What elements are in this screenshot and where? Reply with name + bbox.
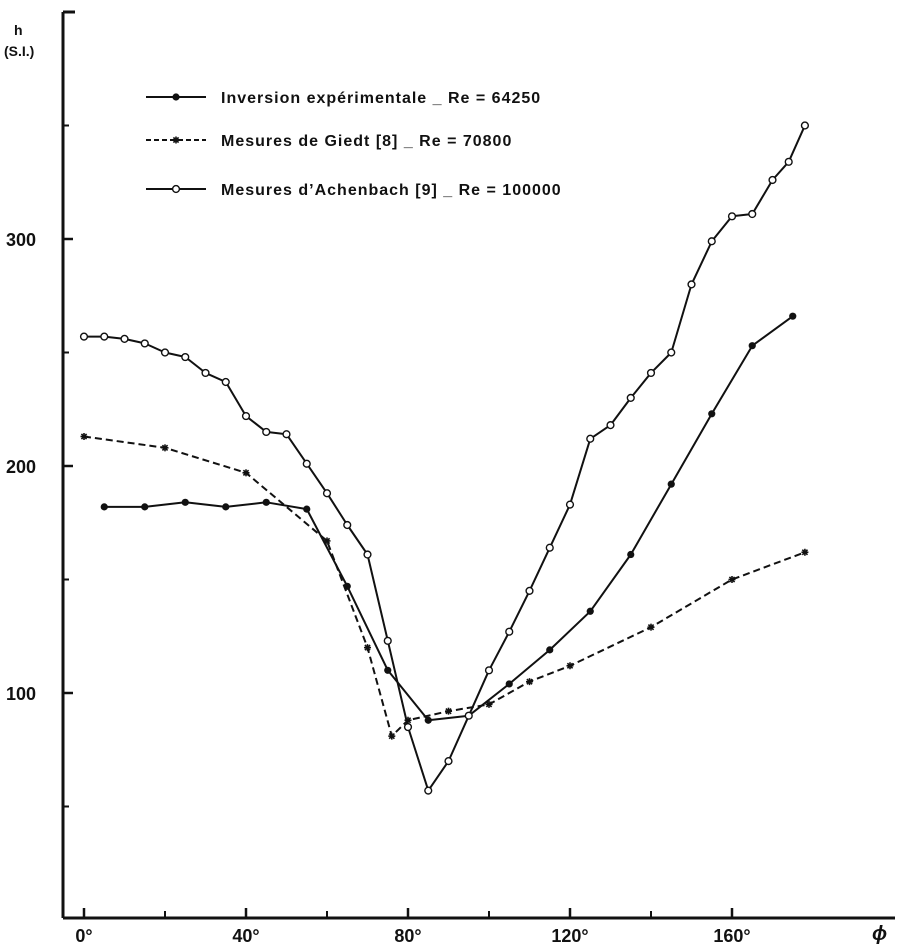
legend-label-inversion: Inversion expérimentale _ Re = 64250 [221, 90, 541, 107]
data-point [323, 537, 331, 545]
x-tick-label: 120° [551, 926, 588, 944]
data-point [505, 680, 513, 688]
data-point [606, 421, 615, 430]
data-point [160, 348, 170, 357]
data-point [667, 480, 675, 488]
data-point [79, 332, 89, 341]
data-point [181, 498, 189, 506]
data-point [445, 707, 452, 715]
x-axis-label: ϕ [872, 923, 887, 944]
tick-labels: 100 200 300 0° 40° 80° 120° 160° [6, 230, 751, 944]
y-tick-label: 100 [6, 684, 36, 704]
data-point [364, 644, 371, 652]
legend-entry-inversion: Inversion expérimentale _ Re = 64250 [146, 90, 541, 107]
series-3 [79, 121, 810, 795]
data-point [262, 498, 270, 506]
data-point [627, 550, 635, 559]
x-tick-label: 160° [713, 926, 750, 944]
y-axis-label: h [14, 22, 23, 38]
legend-entry-giedt: Mesures de Giedt [8] _ Re = 70800 [146, 133, 512, 150]
data-point [586, 434, 595, 443]
y-tick-label: 200 [6, 457, 36, 477]
data-point [262, 427, 271, 437]
data-point [485, 700, 493, 708]
series-line [104, 315, 794, 722]
data-point [201, 368, 210, 378]
legend-label-giedt: Mesures de Giedt [8] _ Re = 70800 [221, 133, 512, 150]
series-layer [79, 121, 810, 795]
legend-entry-achenbach: Mesures d’Achenbach [9] _ Re = 100000 [146, 182, 562, 199]
data-point [322, 489, 332, 498]
data-point [221, 377, 230, 387]
data-point [586, 607, 594, 615]
data-point [80, 432, 88, 440]
data-point [424, 716, 432, 724]
data-point [708, 410, 716, 418]
data-point [667, 348, 676, 357]
legend-marker-achenbach [171, 184, 181, 194]
data-point [626, 393, 635, 403]
data-point [444, 756, 453, 766]
data-point [161, 444, 169, 452]
data-point [222, 503, 230, 511]
y-tick-label: 300 [6, 230, 36, 250]
legend: Inversion expérimentale _ Re = 64250 Mes… [146, 90, 562, 199]
data-point [565, 500, 575, 509]
y-axis-unit: (S.I.) [4, 43, 34, 59]
data-point [388, 732, 396, 740]
data-point [727, 212, 737, 221]
x-tick-label: 40° [232, 926, 259, 944]
data-point [303, 505, 311, 513]
series-2 [80, 432, 809, 740]
data-point [647, 623, 655, 631]
data-point [801, 548, 809, 556]
data-point [545, 543, 554, 552]
data-point [100, 503, 108, 511]
legend-marker-giedt [172, 136, 180, 144]
data-point [525, 586, 534, 595]
data-point [484, 666, 494, 675]
data-point [363, 550, 372, 559]
data-point [646, 368, 656, 378]
data-point [120, 334, 129, 343]
data-point [302, 459, 311, 468]
series-line [83, 435, 806, 738]
data-point [748, 342, 756, 350]
data-point [403, 722, 413, 732]
data-point [566, 662, 574, 670]
data-point [546, 646, 554, 654]
data-point [384, 666, 392, 674]
data-point [505, 627, 514, 636]
data-point [100, 332, 109, 341]
legend-marker-inversion [172, 93, 180, 101]
data-point [707, 237, 716, 246]
data-point [181, 352, 190, 362]
data-point [728, 576, 736, 583]
data-point [784, 157, 793, 166]
data-point [242, 469, 250, 477]
data-point [141, 503, 149, 511]
x-tick-label: 80° [394, 926, 421, 944]
legend-label-achenbach: Mesures d’Achenbach [9] _ Re = 100000 [221, 182, 562, 199]
data-point [464, 711, 473, 720]
data-point [768, 175, 777, 185]
data-point [748, 209, 757, 219]
data-point [526, 678, 533, 686]
data-point [282, 430, 291, 439]
data-point [383, 636, 392, 645]
ticks [63, 124, 734, 918]
series-line [84, 125, 806, 792]
data-point [687, 280, 696, 289]
data-point [800, 121, 810, 130]
data-point [789, 312, 797, 320]
x-tick-label: 0° [75, 926, 92, 944]
data-point [140, 339, 149, 348]
series-1 [100, 312, 797, 724]
data-point [343, 520, 352, 530]
data-point [241, 411, 251, 421]
data-point [424, 786, 433, 795]
